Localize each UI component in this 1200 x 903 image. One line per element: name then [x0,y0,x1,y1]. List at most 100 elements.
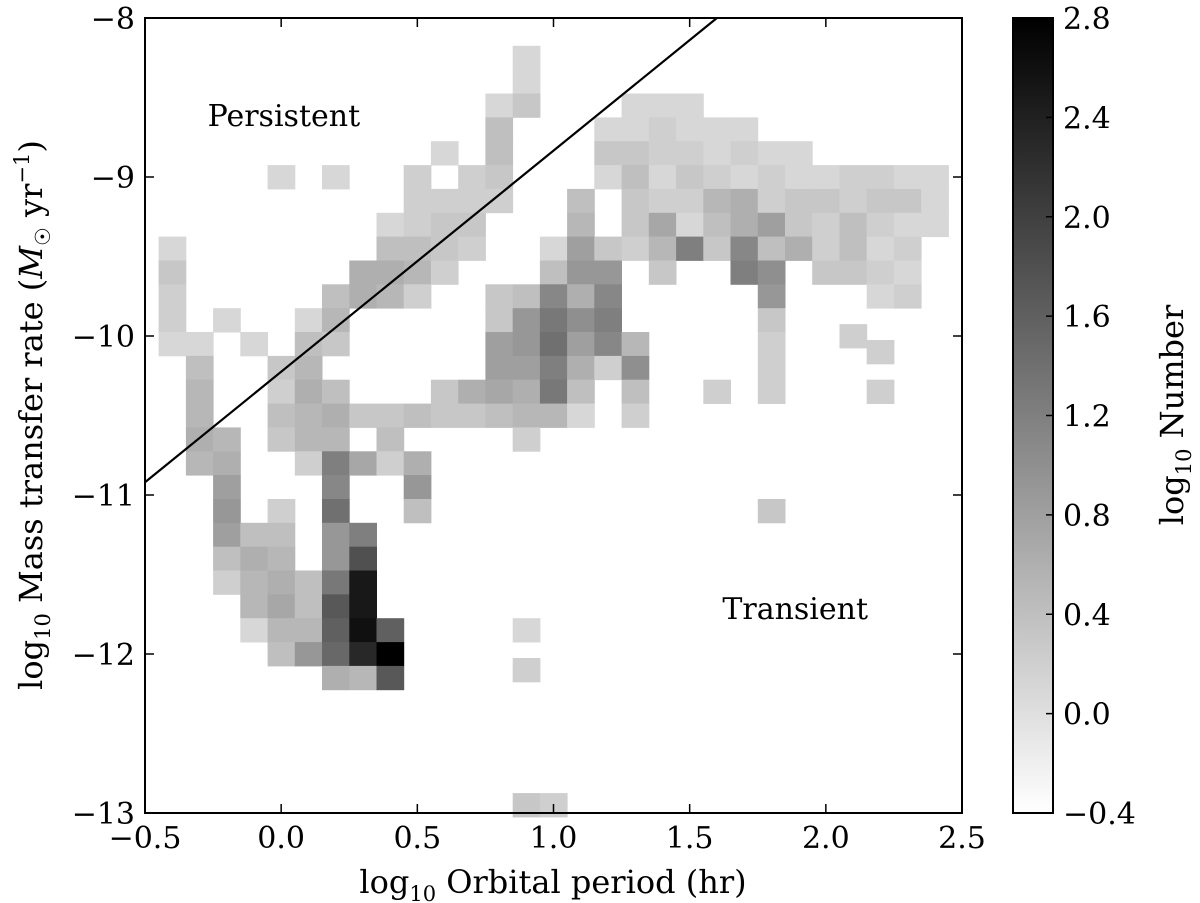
heatmap-cell [240,570,268,595]
heatmap-cell [158,308,187,333]
colorbar-tick-label: 0.0 [1063,698,1111,733]
heatmap-cell [294,403,323,428]
heatmap-cell [893,165,922,190]
heatmap-cell [594,165,622,190]
heatmap-cell [322,594,350,619]
heatmap-cell [539,308,568,333]
heatmap-cell [621,379,650,404]
heatmap-cell [322,522,350,548]
heatmap-cell [430,141,459,166]
heatmap-cell [866,340,895,365]
heatmap-cell [812,212,840,238]
heatmap-cell [376,427,405,452]
heatmap-cell [322,284,350,309]
heatmap-cell [539,403,568,428]
heatmap-cell [294,570,323,595]
heatmap-cell [512,308,541,333]
heatmap-cell [430,212,459,238]
heatmap-cell [485,188,514,214]
heatmap-cell [458,403,486,428]
heatmap-cell [676,236,704,261]
heatmap-cell [485,355,514,381]
heatmap-cell [485,332,514,357]
heatmap-cell [349,594,377,619]
colorbar-tick-label: 0.4 [1063,598,1111,633]
heatmap-cell [158,284,187,309]
heatmap-cell [294,642,323,667]
x-axis-ticks: −0.5 0.0 0.5 1.0 1.5 2.0 2.5 [109,18,986,856]
heatmap-cell [322,451,350,476]
heatmap-cell [403,284,432,309]
heatmap-cell [294,308,323,333]
colorbar-ticks: −0.4 0.0 0.4 0.8 1.2 1.6 2.0 2.4 2.8 [1046,2,1136,832]
heatmap-cell [785,212,813,238]
heatmap-cell [621,332,650,357]
heatmap-cell [485,308,514,333]
heatmap-cell [893,284,922,309]
heatmap-cell [403,403,432,428]
heatmap-cell [240,522,268,548]
heatmap-cell [458,379,486,404]
heatmap-cell [839,236,868,261]
heatmap-cell [322,427,350,452]
heatmap-cell [322,546,350,571]
heatmap-cell [213,546,241,571]
heatmap-cell [594,308,622,333]
heatmap-cell [594,284,622,309]
heatmap-cell [703,379,731,404]
heatmap-cell [403,236,432,261]
heatmap-cell [240,594,268,619]
heatmap-cell [267,355,296,381]
heatmap-cell [866,260,895,285]
heatmap-cell [648,212,677,238]
heatmap-cell [539,332,568,357]
heatmap-cell [730,236,759,261]
heatmap-cell [185,332,214,357]
heatmap-cell [676,212,704,238]
heatmap-cell [567,403,595,428]
heatmap-cell [757,141,786,166]
heatmap-cell [267,427,296,452]
heatmap-cell [921,188,949,214]
heatmap-cell [839,260,868,285]
heatmap-cell [757,165,786,190]
heatmap-cell [866,284,895,309]
colorbar-tick-label: 1.6 [1063,300,1111,335]
heatmap-cell [240,546,268,571]
heatmap-cell [512,403,541,428]
annotations: Persistent Transient [208,99,868,627]
heatmap-cell [158,236,187,261]
heatmap-cell [839,165,868,190]
heatmap-cell [866,188,895,214]
heatmap-cell [594,236,622,261]
heatmap-cell [866,212,895,238]
heatmap-cell [730,165,759,190]
heatmap-cell [213,522,241,548]
colorbar-tick-label: 2.0 [1063,201,1111,236]
heatmap-cell [294,594,323,619]
heatmap-cell [703,141,731,166]
y-tick-label: −13 [72,797,135,832]
heatmap-cell [267,618,296,643]
heatmap-cell [512,379,541,404]
heatmap-cell [158,332,187,357]
heatmap-cell [621,141,650,166]
heatmap-cell [567,284,595,309]
heatmap-cell [676,141,704,166]
heatmap-cell [267,642,296,667]
y-tick-label: −8 [91,2,135,37]
heatmap-cell [594,355,622,381]
heatmap-cell [757,284,786,309]
heatmap-cell [730,212,759,238]
heatmap-cell [648,117,677,142]
heatmap-cell [512,427,541,452]
heatmap-cell [757,355,786,381]
heatmap-cell [785,141,813,166]
heatmap-cell [866,165,895,190]
heatmap-cell [730,260,759,285]
heatmap-cell [322,570,350,595]
heatmap-cell [512,69,541,94]
x-axis-label: log10 Orbital period (hr) [359,863,746,903]
heatmap-cell [567,260,595,285]
heatmap-cell [294,355,323,381]
